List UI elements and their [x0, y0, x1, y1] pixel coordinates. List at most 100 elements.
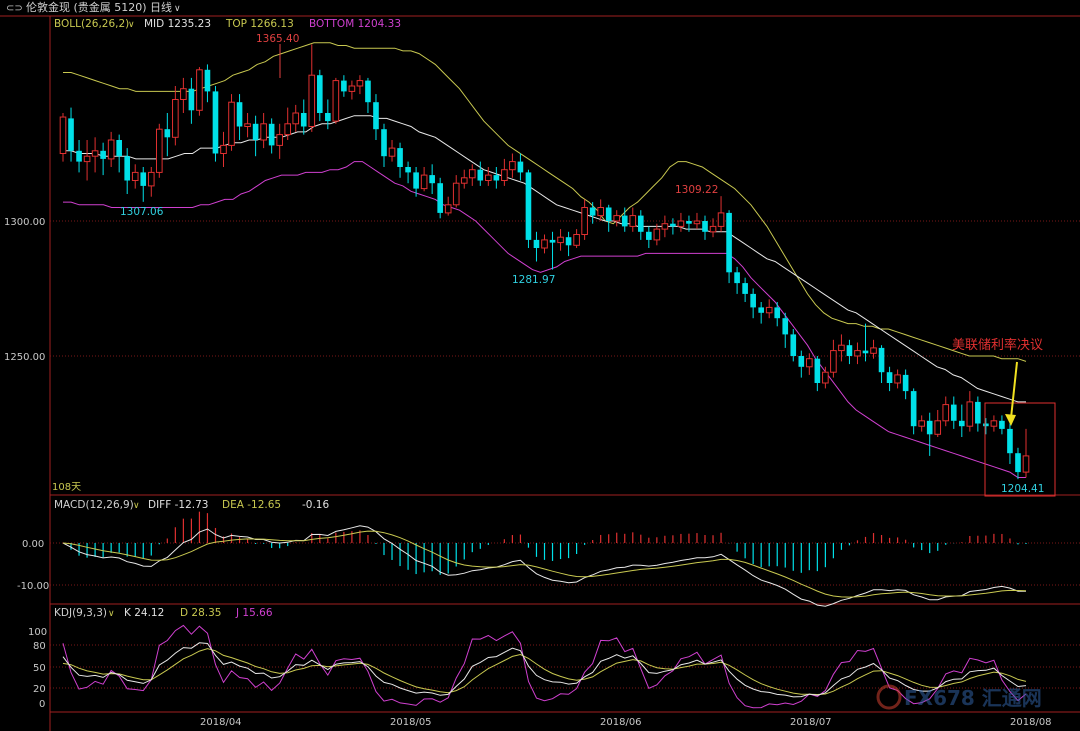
- candle-body: [621, 215, 628, 227]
- candle-body: [1022, 455, 1030, 473]
- candle: [100, 142, 106, 176]
- candle: [549, 231, 556, 270]
- candle-body: [228, 101, 235, 146]
- candle-body: [950, 404, 957, 421]
- candle: [147, 167, 155, 197]
- candle: [325, 99, 331, 130]
- candle-body: [68, 118, 74, 151]
- boll-bottom-line: [63, 161, 1026, 478]
- candle-body: [565, 237, 572, 246]
- candle: [942, 396, 950, 427]
- candle: [83, 140, 91, 181]
- candle-body: [902, 374, 909, 392]
- kdj-tick-0: 0: [39, 699, 45, 710]
- boll-top-label: TOP 1266.13: [225, 18, 294, 30]
- candle: [541, 234, 548, 254]
- candle-body: [894, 374, 901, 384]
- candle: [742, 277, 748, 302]
- candle: [292, 104, 300, 132]
- candle: [204, 64, 211, 103]
- price-tick-1300: 1300.00: [4, 217, 45, 228]
- candle-body: [990, 420, 998, 427]
- kdj-k-label: K 24.12: [124, 607, 164, 619]
- candle: [822, 366, 829, 389]
- candle-body: [573, 234, 580, 246]
- candle: [677, 212, 685, 232]
- candle: [485, 167, 492, 186]
- kdj-j-line: [62, 624, 1027, 709]
- chevron-down-icon[interactable]: ∨: [128, 20, 135, 30]
- candle-body: [646, 231, 652, 240]
- candle: [902, 369, 909, 400]
- macd-diff-label: DIFF -12.73: [148, 499, 208, 511]
- candle-body: [444, 204, 452, 214]
- candle-body: [100, 150, 106, 159]
- candle: [252, 115, 259, 157]
- candle: [926, 412, 933, 456]
- candle: [581, 199, 588, 240]
- candle-body: [325, 113, 331, 122]
- candle: [717, 196, 725, 232]
- candle: [838, 334, 845, 362]
- candle-body: [284, 123, 292, 136]
- instrument-title[interactable]: 伦敦金现 (贵金属 5120): [26, 0, 147, 14]
- candle-body: [983, 423, 989, 427]
- candle: [975, 396, 981, 432]
- candle-body: [341, 80, 347, 92]
- candle: [413, 167, 419, 197]
- candle: [276, 123, 283, 159]
- candle: [814, 356, 821, 392]
- annotation-low-1: 1307.06: [120, 206, 164, 218]
- candle-body: [220, 144, 227, 154]
- candle-body: [276, 134, 283, 146]
- candle-body: [204, 69, 211, 92]
- candle: [1022, 428, 1030, 478]
- macd-plot: [62, 511, 1027, 607]
- candle-body: [155, 128, 163, 173]
- candle-body: [525, 172, 532, 240]
- candle: [405, 161, 411, 184]
- chevron-down-icon[interactable]: ∨: [108, 609, 115, 619]
- candle-body: [830, 350, 837, 373]
- kdj-d-line: [62, 648, 1027, 696]
- candle-body: [862, 350, 869, 354]
- candle: [356, 75, 364, 95]
- candle-body: [653, 228, 661, 241]
- candle: [388, 140, 396, 162]
- candle: [862, 323, 869, 362]
- candle-body: [670, 223, 676, 227]
- swap-icon[interactable]: ⊂⊃: [6, 3, 23, 14]
- candle: [646, 226, 652, 248]
- chevron-down-icon[interactable]: ∨: [133, 501, 140, 511]
- event-highlight: 美联储利率决议: [952, 337, 1056, 497]
- candle: [966, 391, 974, 432]
- candle: [155, 123, 163, 178]
- candle-body: [147, 171, 155, 187]
- chevron-down-icon[interactable]: ∨: [174, 4, 181, 14]
- candle: [1007, 423, 1013, 464]
- candle-body: [975, 401, 981, 424]
- candle-body: [107, 139, 115, 160]
- candle: [999, 415, 1005, 435]
- candle-body: [517, 161, 524, 173]
- candle: [894, 369, 901, 389]
- candle-body: [758, 307, 764, 313]
- candle-body: [661, 223, 669, 230]
- kdj-k-line: [62, 642, 1027, 698]
- candle-body: [782, 318, 789, 335]
- candle-body: [292, 112, 300, 125]
- macd-dea-line: [62, 530, 1027, 598]
- candle: [950, 396, 957, 429]
- period-selector[interactable]: 日线: [150, 0, 172, 14]
- candle-body: [452, 182, 460, 206]
- candle: [573, 229, 580, 248]
- candle: [637, 210, 644, 240]
- candle: [460, 169, 468, 189]
- candle-body: [966, 401, 974, 427]
- candle: [613, 210, 621, 227]
- time-tick-jul: 2018/07: [790, 717, 832, 728]
- candles: [59, 44, 1030, 480]
- candle: [76, 140, 82, 173]
- candle-body: [164, 129, 171, 138]
